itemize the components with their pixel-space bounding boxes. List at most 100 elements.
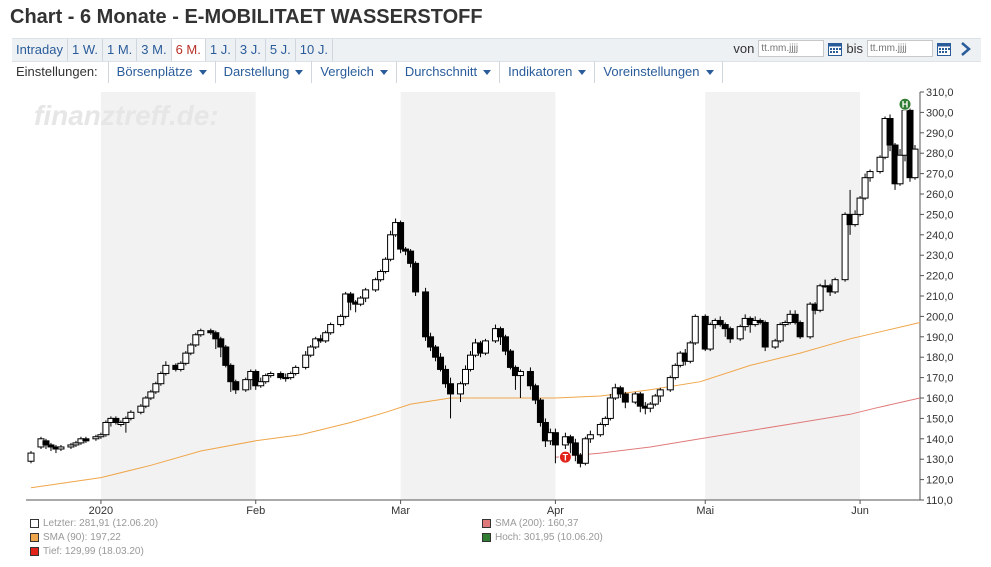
- legend-swatch: [30, 546, 39, 556]
- range-tab[interactable]: 5 J.: [266, 39, 296, 61]
- candle-body: [531, 385, 539, 401]
- y-tick-label: 240,0: [926, 230, 954, 242]
- legend-text: Hoch: 301,95 (10.06.20): [495, 532, 603, 543]
- candle-body: [551, 432, 559, 446]
- candle-body: [72, 442, 80, 446]
- candle-body: [342, 293, 350, 317]
- candle-body: [791, 313, 799, 324]
- legend-item: Hoch: 301,95 (10.06.20): [482, 532, 603, 543]
- candle-body: [47, 444, 55, 448]
- sma200-line: [555, 397, 921, 458]
- legend-swatch: [30, 532, 39, 542]
- candle-body: [347, 293, 355, 303]
- candle-body: [526, 370, 534, 387]
- page-title: Chart - 6 Monate - E-MOBILITAET WASSERST…: [10, 6, 483, 28]
- legend-item: SMA (90): 197,22: [30, 532, 121, 543]
- candle-body: [616, 387, 624, 395]
- y-tick-label: 300,0: [926, 107, 954, 119]
- x-tick-label: 2020: [89, 505, 113, 517]
- candle-body: [177, 362, 185, 370]
- date-range: von bis: [733, 40, 971, 57]
- candle-body: [282, 377, 290, 380]
- month-band: [705, 92, 861, 500]
- candle-body: [147, 391, 155, 399]
- candle-body: [197, 330, 205, 336]
- candle-body: [496, 328, 504, 338]
- settings-menu[interactable]: Durchschnitt: [397, 61, 501, 83]
- range-tab[interactable]: 3 M.: [137, 39, 172, 61]
- candle-body: [152, 383, 160, 393]
- range-tab[interactable]: Intraday: [12, 39, 68, 61]
- settings-menu-label: Indikatoren: [508, 64, 573, 79]
- candle-body: [506, 350, 514, 368]
- range-tab[interactable]: 1 M.: [103, 39, 138, 61]
- range-tab[interactable]: 10 J.: [296, 39, 333, 61]
- y-tick-label: 170,0: [926, 373, 954, 385]
- legend-swatch: [482, 532, 491, 542]
- caret-down-icon: [379, 70, 388, 76]
- candle-body: [277, 373, 285, 379]
- candle-body: [322, 332, 330, 342]
- candle-body: [866, 171, 874, 179]
- y-tick-label: 200,0: [926, 311, 954, 323]
- candle-body: [776, 324, 784, 342]
- y-tick-label: 270,0: [926, 169, 954, 181]
- candle-body: [337, 315, 345, 326]
- legend-swatch: [30, 518, 39, 528]
- from-label: von: [733, 41, 755, 56]
- candle-body: [686, 342, 694, 362]
- settings-bar: Einstellungen: Börsenplätze Darstellung Ve…: [12, 61, 723, 83]
- hoch-marker-label: H: [902, 100, 909, 110]
- candle-body: [796, 322, 804, 338]
- from-date-input[interactable]: [758, 40, 825, 57]
- y-tick-label: 140,0: [926, 434, 954, 446]
- legend-text: SMA (200): 160,37: [495, 518, 579, 529]
- settings-menu[interactable]: Vergleich: [312, 61, 397, 83]
- settings-menu[interactable]: Voreinstellungen: [595, 61, 723, 83]
- range-tabs: Intraday 1 W. 1 M. 3 M. 6 M. 1 J. 3 J. 5 J. 10 J…: [12, 39, 333, 61]
- candle-body: [117, 421, 125, 426]
- candle-body: [112, 417, 120, 423]
- candle-body: [387, 234, 395, 260]
- calendar-icon[interactable]: [937, 42, 951, 56]
- settings-menu-label: Durchschnitt: [404, 64, 478, 79]
- y-tick-label: 130,0: [926, 454, 954, 466]
- y-tick-label: 160,0: [926, 393, 954, 405]
- settings-menu[interactable]: Börsenplätze: [109, 61, 216, 83]
- candle-body: [97, 434, 105, 438]
- candle-body: [896, 154, 904, 185]
- candle-body: [42, 440, 50, 446]
- range-tab[interactable]: 1 J.: [206, 39, 236, 61]
- candle-body: [536, 399, 544, 423]
- candle-body: [666, 377, 674, 391]
- x-tick-label: Apr: [547, 505, 564, 517]
- candle-body: [856, 197, 864, 215]
- y-tick-label: 280,0: [926, 148, 954, 160]
- candle-body: [137, 405, 145, 413]
- candle-body: [726, 328, 734, 340]
- caret-down-icon: [483, 70, 492, 76]
- candle-body: [307, 346, 315, 356]
- settings-menu[interactable]: Darstellung: [216, 61, 313, 83]
- range-tab[interactable]: 3 J.: [236, 39, 266, 61]
- tief-marker: [558, 450, 572, 464]
- to-date-input[interactable]: [867, 40, 933, 57]
- y-tick-label: 110,0: [926, 495, 953, 507]
- candle-body: [142, 397, 150, 407]
- caret-down-icon: [198, 70, 207, 76]
- candle-body: [227, 364, 235, 383]
- candle-body: [252, 370, 260, 387]
- chevron-right-icon[interactable]: [959, 41, 971, 56]
- candle-body: [656, 389, 664, 397]
- range-tab[interactable]: 1 W.: [68, 39, 103, 61]
- candle-body: [876, 156, 884, 173]
- candle-body: [721, 324, 729, 330]
- range-tab[interactable]: 6 M.: [171, 39, 206, 61]
- candle-body: [192, 334, 200, 346]
- to-label: bis: [846, 41, 863, 56]
- candle-body: [27, 452, 35, 462]
- settings-menu[interactable]: Indikatoren: [500, 61, 596, 83]
- legend-text: SMA (90): 197,22: [43, 532, 121, 543]
- legend-text: Tief: 129,99 (18.03.20): [43, 546, 144, 557]
- calendar-icon[interactable]: [828, 42, 843, 56]
